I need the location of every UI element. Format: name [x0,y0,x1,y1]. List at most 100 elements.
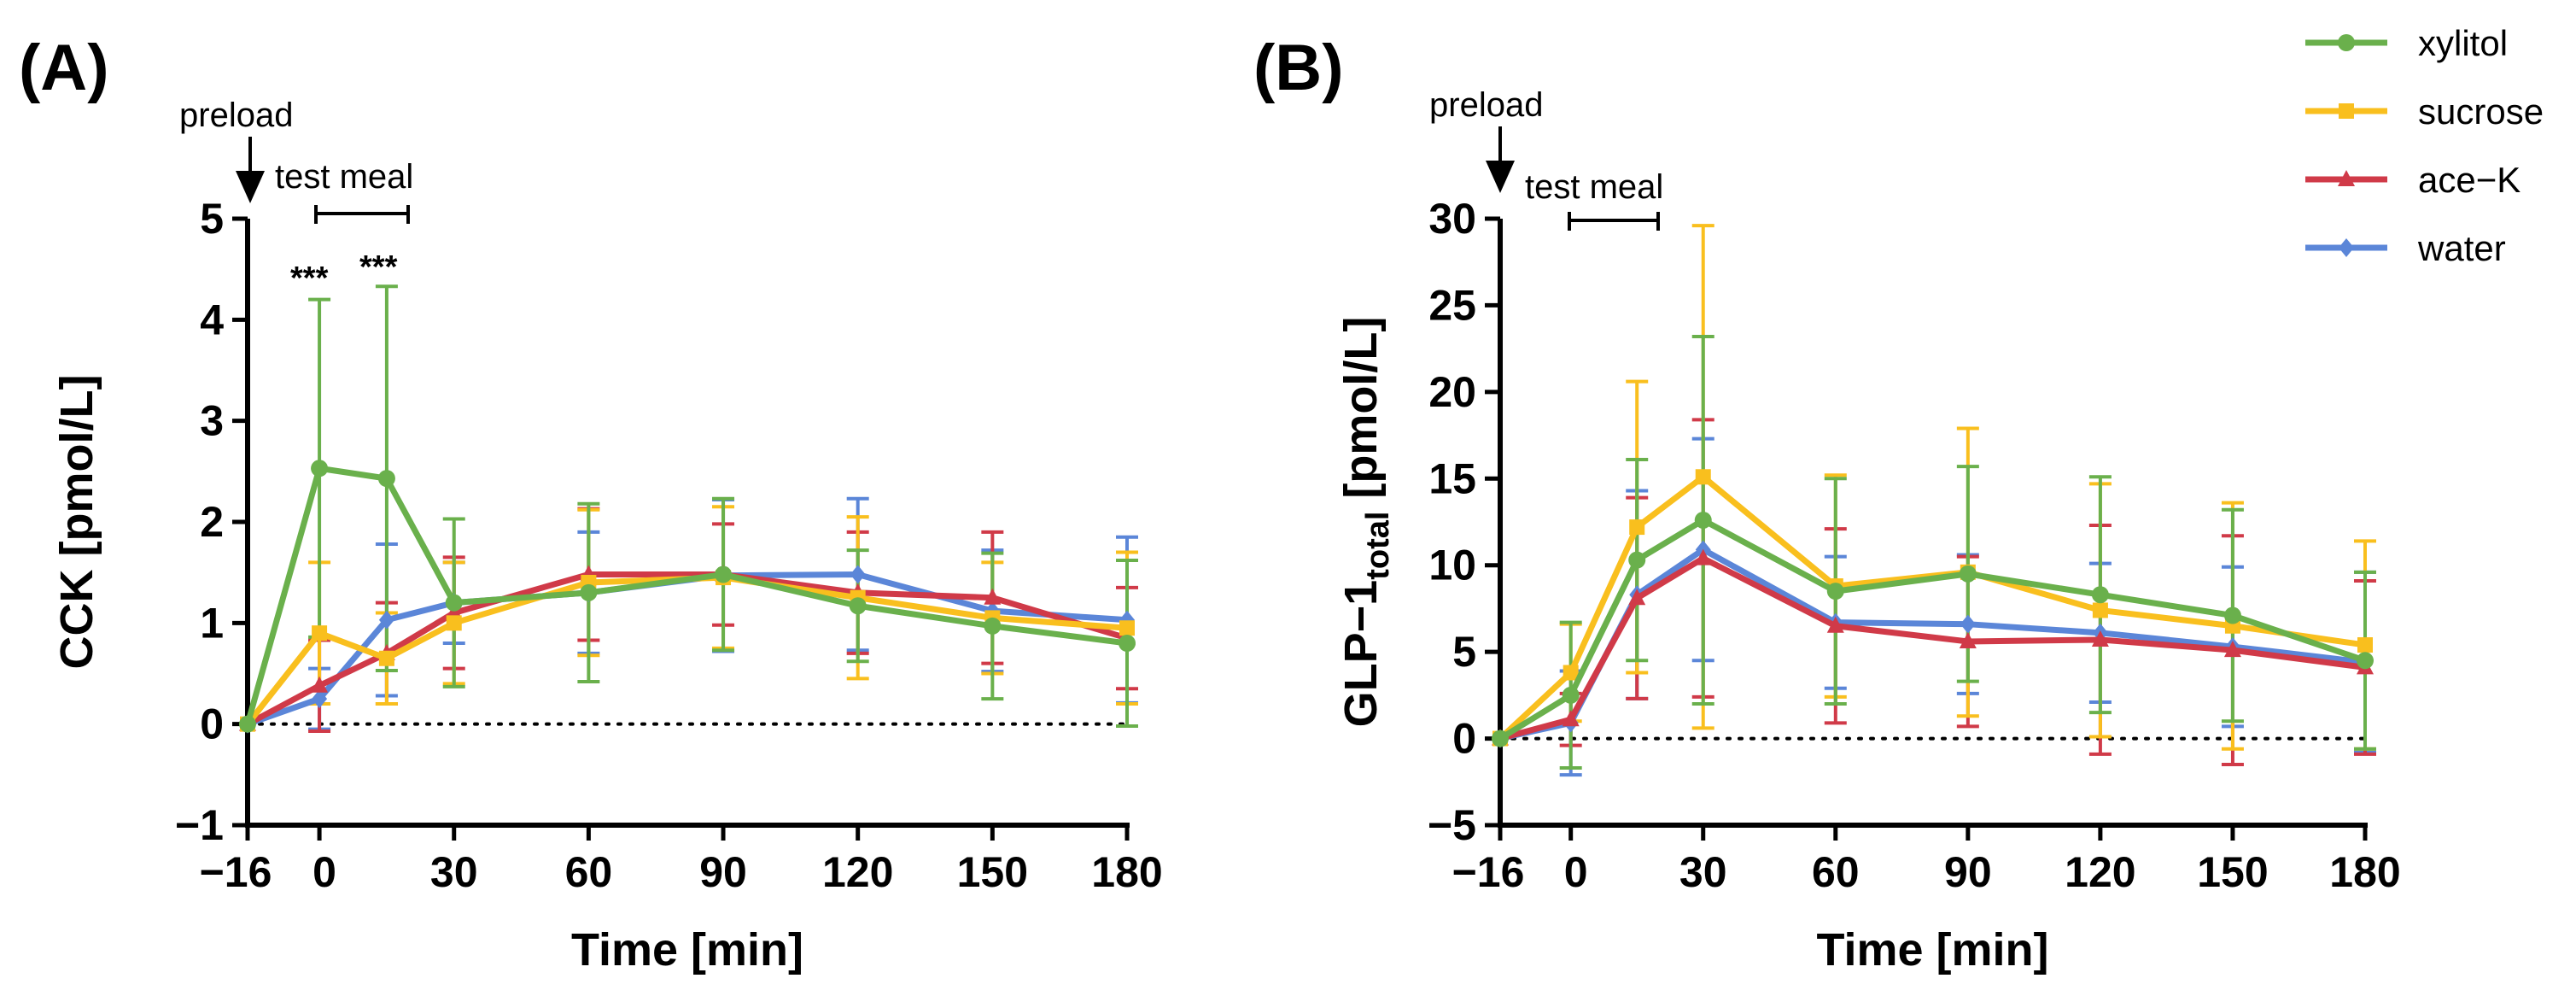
test-meal-label-a: test meal [275,158,413,196]
series-sucrose-a [240,570,1135,732]
x-tick-label-b: 0 [1564,848,1588,896]
point-sucrose [1563,665,1579,681]
x-tick-label-b: 60 [1812,848,1860,896]
point-xylitol [445,594,463,612]
legend-label-sucrose: sucrose [2418,91,2544,132]
y-tick-label-a: 4 [200,296,224,343]
x-tick-label-a: 90 [699,848,747,896]
point-water [850,565,866,584]
point-xylitol [377,470,395,488]
y-axis-label-b: GLP−1total [pmol/L] [1335,317,1396,728]
x-tick-label-b: 120 [2065,848,2135,896]
panel-a-annotations: preload test meal *** *** [179,97,413,296]
x-axis-label-a: Time [min] [571,924,803,975]
y-axis-label-main: GLP−1 [1335,580,1387,728]
legend-label-ace-k: ace−K [2418,160,2521,200]
error-bars-b [1559,224,2376,777]
preload-label-b: preload [1429,86,1543,124]
point-xylitol [2223,606,2241,624]
error-bars-a [308,284,1138,733]
point-xylitol [1562,686,1580,704]
y-tick-label-a: 2 [200,498,224,546]
x-tick-label-a: 120 [822,848,893,896]
point-xylitol [239,715,256,733]
point-xylitol [1492,729,1509,747]
x-axis-label-b: Time [min] [1816,924,2048,975]
point-ace-k [2091,630,2109,647]
point-xylitol [2091,586,2109,604]
y-tick-label-a: −1 [175,801,224,849]
y-tick-label-b: 5 [1452,628,1476,676]
y-tick-label-b: 20 [1428,368,1476,416]
point-ace-k [1826,616,1844,633]
preload-arrowhead-a [236,171,265,203]
preload-arrowhead-b [1486,161,1515,193]
point-water [312,689,328,709]
series-water-b [1492,540,2373,748]
y-tick-label-b: −5 [1428,801,1476,849]
legend-marker-sucrose [2339,103,2354,119]
x-tick-label-b: 180 [2329,848,2400,896]
point-ace-k [984,588,1002,605]
y-axis-label-subscript: total [1360,512,1396,580]
point-xylitol [715,565,733,583]
y-tick-label-b: 30 [1428,195,1476,243]
point-xylitol [2357,652,2374,670]
point-xylitol [1959,565,1977,583]
point-ace-k [311,676,329,693]
legend-item-xylitol: xylitol [2305,23,2508,63]
y-tick-label-a: 3 [200,397,224,445]
point-xylitol [311,460,329,477]
x-tick-label-b: 30 [1679,848,1727,896]
series-water-a [240,565,1135,734]
axes-b: −5 0 5 10 15 20 25 30 −16 0 30 60 90 120 150 180 [1428,195,2401,896]
point-ace-k [1562,710,1580,727]
point-water [1960,614,1976,634]
x-tick-label-b: 150 [2197,848,2268,896]
point-sucrose [1119,620,1135,636]
preload-label-a: preload [179,97,293,134]
point-sucrose [312,625,328,642]
legend-item-sucrose: sucrose [2305,91,2544,132]
point-sucrose [2357,637,2373,653]
x-tick-label-b: 90 [1944,848,1992,896]
y-tick-label-b: 10 [1428,542,1476,589]
test-meal-bracket-b [1568,212,1660,231]
point-ace-k [1628,589,1646,606]
x-tick-label-a: 0 [313,848,336,896]
point-xylitol [1119,635,1136,652]
point-sucrose [446,615,462,631]
point-xylitol [580,583,598,601]
y-tick-label-b: 0 [1452,715,1476,763]
point-ace-k [1959,631,1977,648]
panel-a-chart: −1 0 1 2 3 4 5 −16 0 30 60 90 120 150 180 Time [min] CCK… [51,195,1163,975]
x-tick-label-a: 60 [565,848,613,896]
y-tick-label-b: 15 [1428,454,1476,502]
point-xylitol [984,617,1002,635]
panel-b-chart: −5 0 5 10 15 20 25 30 −16 0 30 60 90 120 150 180 Time [m… [1335,195,2401,975]
point-sucrose [378,650,394,666]
series-ace-k-a [239,565,1136,731]
point-ace-k [1694,548,1712,565]
x-tick-label-a: 150 [957,848,1028,896]
point-xylitol [1694,511,1712,529]
y-axis-label-unit: [pmol/L] [1335,317,1387,512]
series-xylitol-a [239,460,1136,733]
point-sucrose [2092,602,2108,618]
legend-item-water: water [2305,228,2506,268]
point-xylitol [1826,583,1844,601]
legend-marker-xylitol [2338,34,2355,51]
x-tick-label-a: 30 [430,848,478,896]
point-ace-k [2223,641,2241,658]
y-tick-label-a: 0 [200,700,224,748]
y-tick-label-a: 1 [200,599,224,647]
point-water [378,610,394,630]
legend-label-water: water [2417,228,2506,268]
point-xylitol [1628,551,1646,569]
panel-label-b: (B) [1253,32,1344,104]
legend-marker-ace-k [2338,170,2355,186]
x-tick-label-b: −16 [1452,848,1525,896]
legend-label-xylitol: xylitol [2418,23,2508,63]
significance-stars-15: *** [359,249,398,285]
